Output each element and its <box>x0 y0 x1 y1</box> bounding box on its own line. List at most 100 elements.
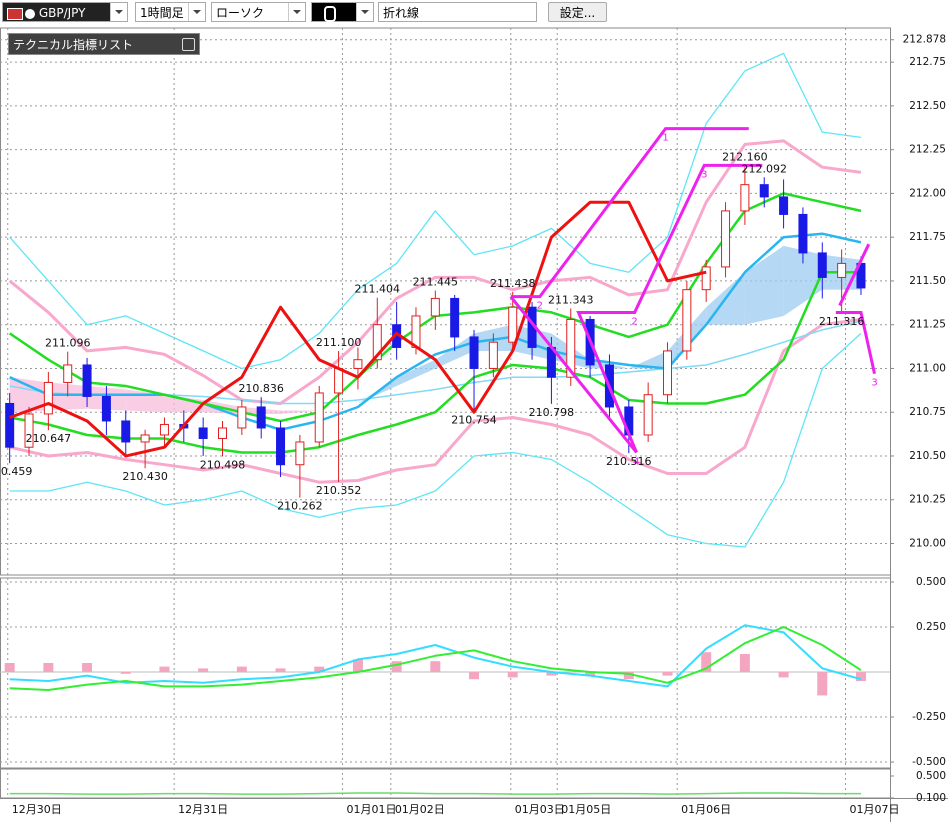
histogram-bar <box>82 663 93 673</box>
candle-body <box>198 427 208 439</box>
overlay-field[interactable]: 折れ線 <box>378 2 537 22</box>
zigzag-label: 3 <box>871 378 877 389</box>
candle-body <box>798 213 808 254</box>
indicator-line <box>9 270 861 454</box>
candle-body <box>237 406 247 429</box>
x-tick-label: 01月03日 <box>515 803 565 816</box>
y-tick-label: 210.75 <box>909 406 946 418</box>
histogram-bar <box>391 661 402 673</box>
indicator-line <box>9 626 862 691</box>
histogram-bar <box>120 672 131 674</box>
color-select[interactable] <box>311 2 374 22</box>
flag-jp <box>25 8 35 19</box>
histogram-bar <box>4 663 15 673</box>
cloud-segment <box>164 394 204 413</box>
price-label: 210.798 <box>529 406 575 419</box>
timeframe-select[interactable]: 1時間足 <box>135 2 206 22</box>
candle-body <box>159 423 169 436</box>
indicator-list-title: テクニカル指標リスト <box>13 38 134 52</box>
candle-body <box>5 402 15 448</box>
settings-text: 設定... <box>559 6 596 20</box>
cloud-segment <box>9 377 49 413</box>
symbol-text: GBP/JPY <box>38 6 86 20</box>
candle-body <box>218 427 227 439</box>
histogram-bar <box>739 654 750 673</box>
candle-body <box>740 184 750 212</box>
panel-frame <box>0 577 891 769</box>
y-tick-label: -0.250 <box>912 711 946 723</box>
y-tick-label: 0.250 <box>916 621 946 633</box>
price-label: 210.754 <box>451 414 497 427</box>
y-tick-label: 210.25 <box>909 494 946 506</box>
candle-body <box>276 427 286 466</box>
cloud-segment <box>744 245 784 325</box>
candle-body <box>372 324 382 361</box>
y-tick-label: 0.100 <box>916 792 946 804</box>
x-tick-label: 01月07日 <box>850 803 900 816</box>
candle-body <box>334 367 344 394</box>
price-label: 211.438 <box>490 277 536 290</box>
histogram-bar <box>430 661 441 673</box>
candle-body <box>140 434 150 443</box>
y-tick-label: 211.75 <box>909 231 946 243</box>
zigzag-label: 3 <box>701 169 707 180</box>
histogram-bar <box>817 672 828 696</box>
zigzag-line <box>835 310 876 375</box>
cloud-segment <box>280 410 320 414</box>
y-tick-label: 210.00 <box>909 537 946 549</box>
indicator-line <box>8 139 862 405</box>
candle-body <box>430 297 440 317</box>
price-label: 210.430 <box>122 470 168 483</box>
histogram-bar <box>507 672 518 678</box>
dropdown-arrow <box>356 3 373 21</box>
histogram-bar <box>701 652 712 673</box>
price-label: 211.445 <box>413 276 459 289</box>
zigzag-label: 4 <box>633 456 639 467</box>
price-label: 211.096 <box>45 337 91 350</box>
indicator-list-panel[interactable]: テクニカル指標リスト <box>8 33 200 55</box>
indicator-line <box>9 52 862 370</box>
x-tick-label: 12月30日 <box>12 803 62 816</box>
candle-body <box>508 306 518 343</box>
candle-body <box>643 394 653 436</box>
dropdown-arrow <box>188 3 205 21</box>
histogram-bar <box>778 672 789 678</box>
y-tick-label: 211.25 <box>909 319 946 331</box>
zigzag-label: 1 <box>662 133 668 144</box>
candle-body <box>101 395 111 422</box>
price-label: 210.516 <box>606 455 652 468</box>
histogram-bar <box>662 672 673 676</box>
cloud-segment <box>628 350 668 369</box>
cloud-segment <box>357 377 397 404</box>
price-label: 210.836 <box>238 382 284 395</box>
price-label: 211.404 <box>355 283 401 296</box>
price-label: 210.647 <box>26 432 72 445</box>
y-tick-label: 212.00 <box>909 187 946 199</box>
candle-body <box>663 350 672 396</box>
candle-body <box>121 420 131 443</box>
chart-style-select[interactable]: ローソク <box>211 2 306 22</box>
panel-button[interactable] <box>182 38 195 51</box>
x-tick-label: 01月05日 <box>561 803 611 816</box>
flag-gb <box>7 7 23 20</box>
y-tick-label: -0.500 <box>912 756 946 768</box>
zigzag-label: 2 <box>858 316 864 327</box>
candle-body <box>450 297 460 338</box>
settings-button[interactable]: 設定... <box>548 2 607 22</box>
candle-body <box>779 196 789 215</box>
price-label: 210.352 <box>316 484 362 497</box>
overlay-text: 折れ線 <box>383 6 420 20</box>
y-tick-label: 212.878 <box>903 34 946 46</box>
indicator-line <box>9 792 861 795</box>
chart-style-text: ローソク <box>216 6 265 20</box>
histogram-bar <box>623 672 634 680</box>
symbol-select[interactable]: GBP/JPY <box>2 2 128 22</box>
zigzag-line <box>576 163 763 454</box>
timeframe-text: 1時間足 <box>140 6 184 20</box>
y-tick-label: 211.50 <box>909 275 946 287</box>
indicator-line <box>9 317 862 484</box>
indicator-line <box>9 624 862 688</box>
candle-body <box>82 364 92 397</box>
y-tick-label: 212.75 <box>909 56 946 68</box>
y-tick-label: 210.50 <box>909 450 946 462</box>
